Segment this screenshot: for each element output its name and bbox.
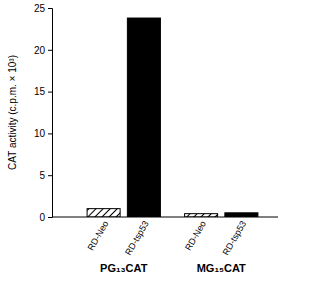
bar-label: RD-Neo [183,219,208,252]
y-axis-title: CAT activity (c.p.m. × 10³) [7,55,18,170]
bars [87,18,258,217]
bar [87,209,120,217]
category-label: PG₁₃CAT [100,262,148,274]
bar-label: RD-tsp53 [123,219,151,257]
y-tick: 5 [39,170,52,181]
bar-label: RD-tsp53 [221,219,249,257]
chart: 0 5 10 15 20 25 CAT activity (c.p.m. × 10³) RD-… [0,0,325,287]
y-axis-line [48,9,53,218]
y-tick: 25 [34,3,52,14]
tick-label: 25 [34,3,46,14]
tick-mark [48,50,52,51]
tick-mark [48,92,52,93]
category-label: MG₁₅CAT [197,262,246,274]
tick-label: 10 [34,128,46,139]
y-axis: 0 5 10 15 20 25 [34,3,53,223]
x-axis-line [52,217,278,218]
tick-mark [48,217,52,218]
bar [185,214,218,217]
tick-mark [48,133,52,134]
tick-label: 5 [39,170,45,181]
y-tick: 20 [34,45,52,56]
bar [127,18,160,217]
tick-label: 15 [34,86,46,97]
y-tick: 10 [34,128,52,139]
y-tick: 0 [39,212,52,223]
bar [225,213,258,217]
tick-mark [48,8,52,9]
tick-mark [48,175,52,176]
tick-label: 0 [39,212,45,223]
bar-label: RD-Neo [85,219,110,252]
tick-label: 20 [34,45,46,56]
y-tick: 15 [34,86,52,97]
